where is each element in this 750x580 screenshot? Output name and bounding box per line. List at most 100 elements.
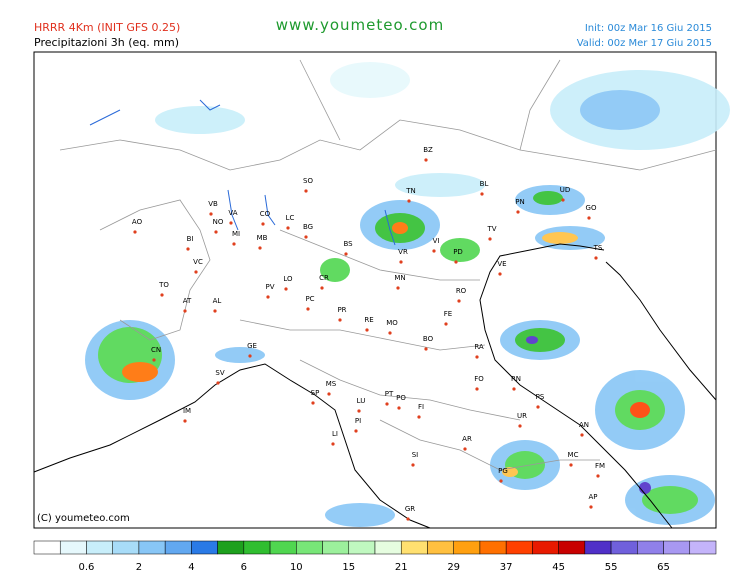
colorbar-cell xyxy=(637,540,664,555)
colorbar-label: 37 xyxy=(500,562,513,573)
colorbar-cell xyxy=(584,540,612,555)
coastlines xyxy=(33,243,717,529)
site-label: www.youmeteo.com xyxy=(276,16,444,34)
city-label: PV xyxy=(265,283,274,291)
city-label: FO xyxy=(474,375,484,383)
city-label: GR xyxy=(405,505,415,513)
colorbar: 0.6 2 4 6 10 15 21 29 37 45 55 65 xyxy=(33,540,717,573)
city-label: VA xyxy=(228,209,237,217)
city-dot xyxy=(444,322,448,326)
city-label: MS xyxy=(326,380,337,388)
colorbar-cell xyxy=(427,540,454,555)
city-dot xyxy=(454,260,458,264)
field-label: Precipitazioni 3h (eq. mm) xyxy=(34,36,179,49)
valid-label: Valid: 00z Mer 17 Giu 2015 xyxy=(577,38,712,49)
city-dot xyxy=(399,260,403,264)
city-dot xyxy=(518,424,522,428)
city-dot xyxy=(232,242,236,246)
colorbar-cell xyxy=(479,540,507,555)
colorbar-cell xyxy=(269,540,297,555)
city-label: VC xyxy=(193,258,203,266)
city-label: AL xyxy=(213,297,222,305)
city-dot xyxy=(417,415,421,419)
city-label: SI xyxy=(412,451,419,459)
city-dot xyxy=(589,505,593,509)
city-label: PO xyxy=(396,394,406,402)
city-label: BO xyxy=(423,335,434,343)
city-label: NO xyxy=(213,218,224,226)
city-dot xyxy=(536,405,540,409)
city-dot xyxy=(411,463,415,467)
city-dot xyxy=(580,433,584,437)
colorbar-label: 15 xyxy=(342,562,355,573)
city-dot xyxy=(561,198,565,202)
city-label: TS xyxy=(593,244,603,252)
colorbar-cell xyxy=(400,540,428,555)
colorbar-label: 0.6 xyxy=(79,562,95,573)
city-dot xyxy=(424,347,428,351)
lakes xyxy=(89,99,396,246)
city-dot xyxy=(183,419,187,423)
colorbar-cell xyxy=(663,540,691,555)
city-dot xyxy=(396,286,400,290)
colorbar-label: 10 xyxy=(290,562,303,573)
colorbar-cell xyxy=(558,540,586,555)
city-label: FI xyxy=(418,403,424,411)
cities: SO BZ TN BL UD PN GO VB VA CO LC BG BS VR VI TV VE TS AO BI… xyxy=(132,146,605,521)
city-dot xyxy=(463,447,467,451)
city-dot xyxy=(388,331,392,335)
city-label: AN xyxy=(579,421,589,429)
city-label: RA xyxy=(474,343,484,351)
city-dot xyxy=(194,270,198,274)
city-label: MB xyxy=(257,234,268,242)
city-dot xyxy=(406,517,410,521)
colorbar-label: 6 xyxy=(241,562,247,573)
city-label: AO xyxy=(132,218,143,226)
city-dot xyxy=(311,401,315,405)
city-dot xyxy=(385,402,389,406)
city-dot xyxy=(475,387,479,391)
city-dot xyxy=(354,429,358,433)
city-dot xyxy=(344,252,348,256)
city-label: PN xyxy=(515,198,524,206)
city-label: BZ xyxy=(423,146,433,154)
precip-areas xyxy=(85,62,730,527)
city-dot xyxy=(133,230,137,234)
city-dot xyxy=(160,293,164,297)
city-label: LC xyxy=(286,214,295,222)
city-dot xyxy=(488,237,492,241)
city-label: PI xyxy=(355,417,361,425)
colorbar-cell xyxy=(453,540,481,555)
city-dot xyxy=(338,318,342,322)
city-dot xyxy=(284,287,288,291)
colorbar-cell xyxy=(322,540,350,555)
city-label: TO xyxy=(158,281,169,289)
colorbar-cell xyxy=(112,540,140,555)
city-dot xyxy=(216,381,220,385)
city-dot xyxy=(286,226,290,230)
city-dot xyxy=(261,222,265,226)
city-label: CO xyxy=(260,210,271,218)
colorbar-cell xyxy=(505,540,533,555)
colorbar-cell xyxy=(86,540,113,555)
city-label: CR xyxy=(319,274,329,282)
colorbar-label: 55 xyxy=(605,562,618,573)
city-dot xyxy=(480,192,484,196)
city-label: RN xyxy=(511,375,521,383)
city-dot xyxy=(407,199,411,203)
colorbar-cell xyxy=(138,540,166,555)
city-label: BS xyxy=(343,240,353,248)
init-label: Init: 00z Mar 16 Giu 2015 xyxy=(585,23,712,34)
city-label: PT xyxy=(385,390,394,398)
colorbar-cell xyxy=(689,540,717,555)
city-dot xyxy=(596,474,600,478)
city-dot xyxy=(304,235,308,239)
city-label: PD xyxy=(453,248,463,256)
city-label: MC xyxy=(568,451,579,459)
city-label: RO xyxy=(456,287,467,295)
colorbar-label: 29 xyxy=(447,562,460,573)
city-label: RE xyxy=(364,316,373,324)
city-label: FE xyxy=(444,310,452,318)
city-dot xyxy=(327,392,331,396)
